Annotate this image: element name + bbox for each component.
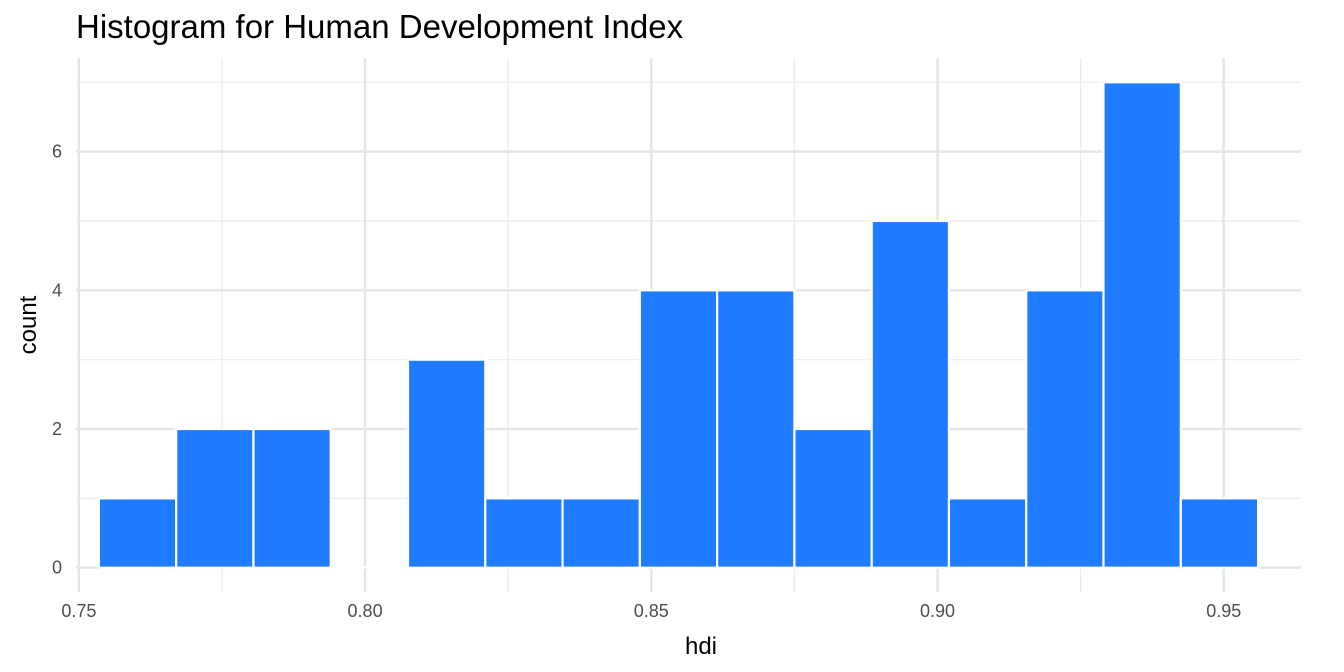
histogram-bar — [716, 289, 796, 569]
y-tick-label: 2 — [52, 419, 62, 439]
histogram-bar — [1025, 289, 1105, 569]
y-tick-label: 0 — [52, 558, 62, 578]
histogram-bars — [97, 81, 1260, 569]
histogram-bar — [870, 219, 951, 569]
x-tick-label: 0.90 — [920, 601, 955, 621]
histogram-bar — [638, 289, 719, 569]
y-axis-tick-labels: 0 2 4 6 — [52, 142, 62, 578]
x-tick-label: 0.85 — [634, 601, 669, 621]
x-axis-title: hdi — [685, 633, 717, 660]
histogram-bar — [175, 427, 255, 569]
histogram-bar — [561, 497, 641, 569]
histogram-bar — [484, 497, 564, 569]
y-tick-label: 4 — [52, 280, 62, 300]
histogram-bar — [97, 497, 178, 569]
x-tick-label: 0.75 — [61, 601, 96, 621]
y-axis-title: count — [15, 295, 42, 354]
histogram-bar — [252, 427, 332, 569]
histogram-bar — [947, 497, 1028, 569]
histogram-bar — [1102, 81, 1182, 569]
x-tick-label: 0.80 — [348, 601, 383, 621]
chart-title: Histogram for Human Development Index — [76, 8, 684, 45]
x-axis-tick-labels: 0.75 0.80 0.85 0.90 0.95 — [61, 601, 1241, 621]
histogram-bar — [406, 358, 487, 569]
histogram-bar — [793, 427, 873, 569]
y-tick-label: 6 — [52, 142, 62, 162]
histogram-bar — [1179, 497, 1260, 569]
x-tick-label: 0.95 — [1206, 601, 1241, 621]
